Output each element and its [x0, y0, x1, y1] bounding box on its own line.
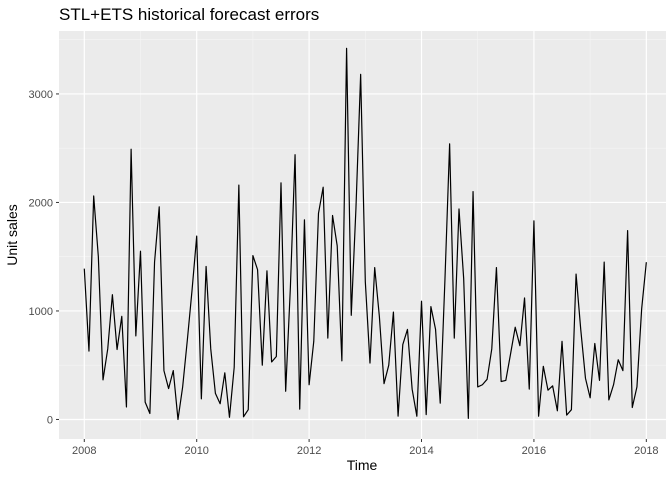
x-tick-label: 2014 [409, 445, 433, 457]
series-line [83, 47, 647, 421]
x-axis-ticks: 2008 2010 2012 2014 2016 2018 [72, 439, 659, 457]
y-axis-ticks: 0 1000 2000 3000 [29, 89, 59, 426]
x-axis-title: Time [347, 457, 378, 473]
y-axis-title: Unit sales [4, 204, 20, 265]
y-tick-label: 3000 [29, 89, 53, 101]
x-tick-label: 2010 [184, 445, 208, 457]
y-tick-label: 1000 [29, 306, 53, 318]
y-tick-label: 2000 [29, 197, 53, 209]
x-tick-label: 2016 [522, 445, 546, 457]
x-tick-label: 2012 [297, 445, 321, 457]
x-tick-label: 2008 [72, 445, 96, 457]
x-tick-label: 2018 [634, 445, 658, 457]
y-tick-label: 0 [47, 414, 53, 426]
plot-panel [59, 31, 666, 439]
chart-title: STL+ETS historical forecast errors [59, 5, 319, 24]
